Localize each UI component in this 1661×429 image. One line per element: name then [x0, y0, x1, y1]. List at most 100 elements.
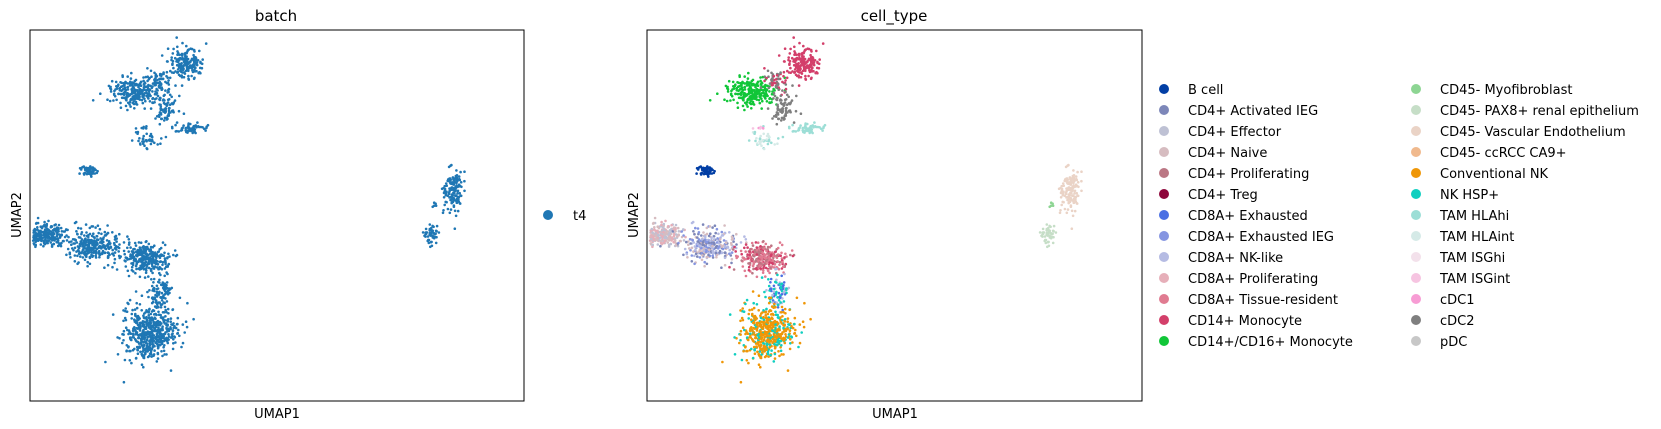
batch-point — [147, 311, 150, 314]
celltype-point — [793, 316, 797, 320]
celltype-point — [748, 250, 751, 253]
batch-point — [117, 92, 120, 96]
legend-marker — [1411, 336, 1421, 346]
celltype-point — [776, 306, 780, 309]
batch-point — [55, 234, 59, 238]
celltype-point — [723, 263, 727, 267]
celltype-point — [735, 243, 738, 246]
celltype-point — [771, 337, 775, 341]
celltype-point — [690, 260, 694, 263]
celltype-point — [1040, 234, 1043, 238]
celltype-point — [800, 52, 804, 56]
batch-point — [87, 245, 91, 248]
batch-point — [136, 352, 140, 356]
batch-point — [456, 192, 459, 195]
celltype-point — [809, 62, 813, 66]
celltype-point — [653, 216, 657, 220]
celltype-point — [786, 69, 789, 73]
celltype-point — [774, 339, 777, 343]
batch-point — [176, 50, 179, 53]
celltype-title: cell_type — [861, 7, 928, 26]
celltype-point — [715, 255, 718, 259]
batch-point — [131, 336, 134, 339]
celltype-axes-frame — [646, 29, 1143, 402]
celltype-point — [744, 346, 747, 349]
celltype-point — [792, 58, 796, 61]
batch-point — [100, 245, 104, 248]
celltype-point — [707, 234, 711, 238]
celltype-point — [783, 117, 786, 121]
batch-point — [105, 239, 109, 242]
batch-point — [126, 85, 130, 89]
batch-point — [146, 75, 149, 78]
batch-point — [101, 237, 105, 241]
batch-point — [150, 284, 154, 288]
celltype-point — [783, 101, 787, 104]
celltype-point — [754, 83, 757, 87]
batch-point — [112, 241, 116, 245]
celltype-point — [744, 243, 748, 246]
batch-point — [184, 69, 188, 73]
batch-point — [153, 92, 157, 96]
batch-point — [123, 90, 126, 94]
batch-point — [156, 331, 160, 334]
celltype-point — [683, 247, 687, 251]
batch-point — [174, 326, 178, 330]
celltype-point — [1074, 175, 1078, 178]
celltype-point — [804, 61, 808, 65]
batch-point — [86, 260, 89, 264]
celltype-point — [1074, 200, 1078, 203]
celltype-point — [790, 249, 794, 252]
batch-point — [186, 130, 189, 133]
batch-point — [152, 281, 155, 284]
batch-point — [122, 241, 126, 244]
celltype-point — [728, 265, 731, 269]
celltype-point — [751, 100, 755, 104]
batch-point — [84, 254, 87, 257]
celltype-point — [762, 247, 766, 251]
celltype-point — [779, 285, 783, 288]
celltype-point — [723, 251, 727, 254]
batch-point — [156, 321, 159, 324]
batch-point — [106, 251, 110, 254]
celltype-point — [769, 309, 773, 313]
celltype-point — [759, 140, 763, 143]
batch-point — [156, 263, 160, 266]
celltype-point — [750, 107, 753, 110]
batch-point — [457, 195, 461, 199]
celltype-point — [788, 323, 791, 327]
celltype-point — [778, 99, 782, 102]
batch-point — [173, 335, 176, 338]
batch-point — [142, 331, 145, 334]
batch-point — [435, 224, 439, 228]
celltype-point — [740, 252, 743, 256]
batch-point — [456, 185, 459, 189]
batch-point — [97, 251, 101, 255]
celltype-point — [797, 76, 801, 79]
batch-point — [56, 232, 59, 236]
batch-point — [157, 267, 160, 271]
batch-point — [165, 74, 168, 78]
batch-point — [115, 98, 118, 102]
batch-point — [457, 200, 461, 203]
batch-point — [158, 74, 162, 77]
celltype-point — [773, 94, 777, 98]
batch-point — [146, 67, 149, 70]
celltype-point — [807, 66, 810, 69]
batch-point — [83, 171, 87, 175]
legend-label: CD14+/CD16+ Monocyte — [1188, 335, 1353, 350]
celltype-point — [746, 253, 749, 256]
batch-point — [121, 74, 124, 77]
batch-point — [103, 251, 107, 254]
celltype-point — [782, 353, 785, 356]
batch-point — [162, 301, 165, 304]
batch-point — [50, 236, 53, 239]
batch-point — [183, 72, 187, 75]
celltype-point — [789, 47, 792, 51]
batch-point — [110, 79, 114, 83]
celltype-point — [660, 220, 663, 224]
batch-point — [161, 263, 164, 267]
celltype-point — [666, 225, 670, 228]
celltype-point — [774, 310, 777, 314]
batch-point — [113, 238, 117, 241]
